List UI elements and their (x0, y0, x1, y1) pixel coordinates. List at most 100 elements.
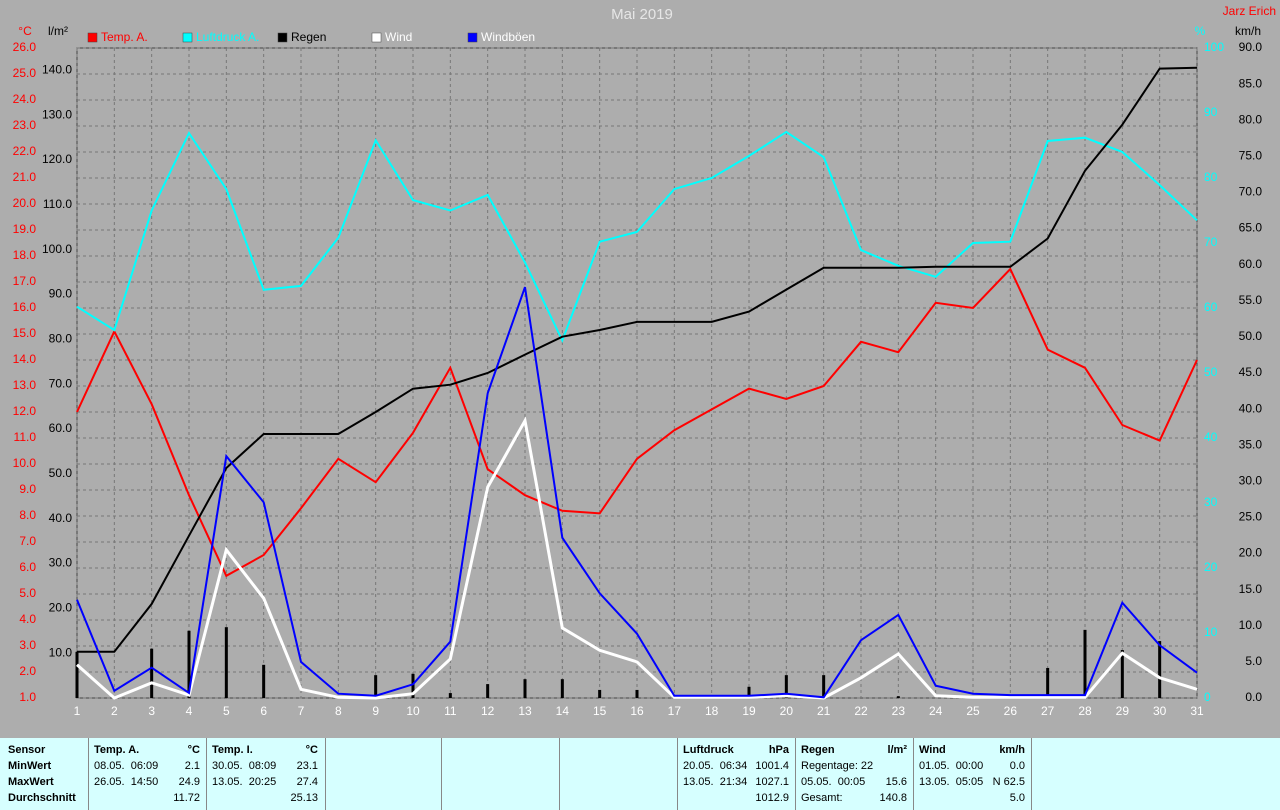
x-tick-label: 7 (298, 704, 305, 718)
column-unit: km/h (999, 744, 1025, 756)
x-tick-label: 9 (372, 704, 379, 718)
cell-value: 24.9 (178, 776, 200, 788)
rain-bar (187, 630, 191, 698)
rain-bar (635, 689, 639, 698)
x-tick-label: 21 (817, 704, 831, 718)
y-tick-label: 60.0 (49, 421, 73, 435)
legend-label: Windböen (481, 30, 535, 44)
rain-bar (262, 664, 266, 698)
y-tick-label: 18.0 (13, 248, 37, 262)
y-tick-label: 9.0 (19, 482, 36, 496)
y-tick-label: 100.0 (42, 242, 72, 256)
y-tick-label: 26.0 (13, 40, 37, 54)
cell-time: 30.05. 08:09 (212, 760, 277, 772)
y-tick-label: 60.0 (1239, 257, 1263, 271)
x-tick-label: 18 (705, 704, 719, 718)
y-tick-label: 75.0 (1239, 149, 1263, 163)
x-tick-label: 20 (780, 704, 794, 718)
x-tick-label: 16 (630, 704, 644, 718)
separator (559, 738, 560, 810)
legend-label: Regen (291, 30, 326, 44)
x-tick-label: 2 (111, 704, 118, 718)
x-tick-label: 11 (444, 704, 457, 718)
y-tick-label: 17.0 (13, 274, 37, 288)
y-tick-label: 2.0 (19, 664, 36, 678)
y-tick-label: 20.0 (49, 601, 73, 615)
x-tick-label: 14 (556, 704, 570, 718)
y-tick-label: 11.0 (14, 430, 37, 444)
y-tick-label: 85.0 (1239, 76, 1263, 90)
y-tick-label: 80.0 (49, 332, 73, 346)
y-tick-label: 0 (1204, 690, 1211, 704)
rain-bar (224, 627, 228, 698)
x-tick-label: 13 (518, 704, 532, 718)
x-tick-label: 28 (1078, 704, 1092, 718)
rain-bar (411, 673, 415, 698)
x-tick-label: 10 (406, 704, 420, 718)
rain-bar (523, 679, 527, 698)
series-line (76, 286, 1198, 699)
stats-table: Sensor MinWert MaxWert Durchschnitt Temp. A.… (0, 738, 1280, 810)
cell-value: 11.72 (173, 792, 200, 804)
x-tick-label: 15 (593, 704, 607, 718)
y-tick-label: 50 (1204, 365, 1218, 379)
y-tick-label: 24.0 (13, 92, 37, 106)
x-tick-label: 30 (1153, 704, 1167, 718)
y-tick-label: 40 (1204, 430, 1218, 444)
x-tick-label: 5 (223, 704, 230, 718)
cell-value: N 62.5 (992, 776, 1025, 788)
separator (795, 738, 796, 810)
cell-value: 5.0 (1009, 792, 1025, 804)
y-tick-label: 90 (1204, 105, 1218, 119)
y-tick-label: 12.0 (13, 404, 37, 418)
y-tick-label: 13.0 (13, 378, 37, 392)
chart-title: Mai 2019 (611, 6, 673, 23)
legend-swatch (277, 32, 288, 43)
x-tick-label: 17 (668, 704, 682, 718)
x-tick-label: 31 (1190, 704, 1204, 718)
y-tick-label: 45.0 (1239, 365, 1263, 379)
x-tick-label: 22 (854, 704, 868, 718)
y-tick-label: 50.0 (49, 466, 73, 480)
cell-time: 20.05. 06:34 (683, 760, 748, 772)
y-tick-label: 16.0 (13, 300, 37, 314)
x-tick-label: 1 (74, 704, 81, 718)
y-tick-label: 14.0 (13, 352, 37, 366)
rain-bar (1158, 641, 1162, 698)
y-tick-label: 23.0 (13, 118, 37, 132)
row-label: MaxWert (8, 776, 54, 788)
column-unit: hPa (768, 744, 789, 756)
y-tick-label: 0.0 (1245, 690, 1262, 704)
y-tick-label: 40.0 (49, 511, 73, 525)
x-tick-label: 4 (186, 704, 193, 718)
y-tick-label: 7.0 (19, 534, 36, 548)
cell-value: 27.4 (296, 776, 318, 788)
rain-bar (1046, 667, 1050, 698)
rain-bar (560, 679, 564, 698)
rain-bar (448, 693, 452, 698)
y-tick-label: 10.0 (13, 456, 37, 470)
x-tick-label: 24 (929, 704, 943, 718)
y-tick-label: 30 (1204, 495, 1218, 509)
rain-bar (822, 675, 826, 698)
y-tick-label: 20.0 (1239, 546, 1263, 560)
column-title: Temp. I. (212, 744, 253, 756)
cell-time: 05.05. 00:05 (801, 776, 866, 788)
cell-value: 1001.4 (755, 760, 789, 772)
x-tick-label: 29 (1116, 704, 1130, 718)
rain-bar (486, 684, 490, 698)
y-tick-label: 20.0 (13, 196, 37, 210)
cell-time: Regentage: 22 (801, 760, 874, 772)
rain-bar (598, 689, 602, 698)
y-tick-label: 90.0 (49, 287, 73, 301)
cell-value: 2.1 (184, 760, 200, 772)
axis-unit: km/h (1235, 24, 1261, 38)
column-title: Regen (801, 744, 835, 756)
y-tick-label: 5.0 (19, 586, 36, 600)
y-tick-label: 60 (1204, 300, 1218, 314)
rain-bar (896, 696, 900, 698)
y-tick-label: 8.0 (19, 508, 36, 522)
y-tick-label: 110.0 (43, 197, 72, 211)
y-tick-label: 15.0 (1239, 582, 1263, 596)
